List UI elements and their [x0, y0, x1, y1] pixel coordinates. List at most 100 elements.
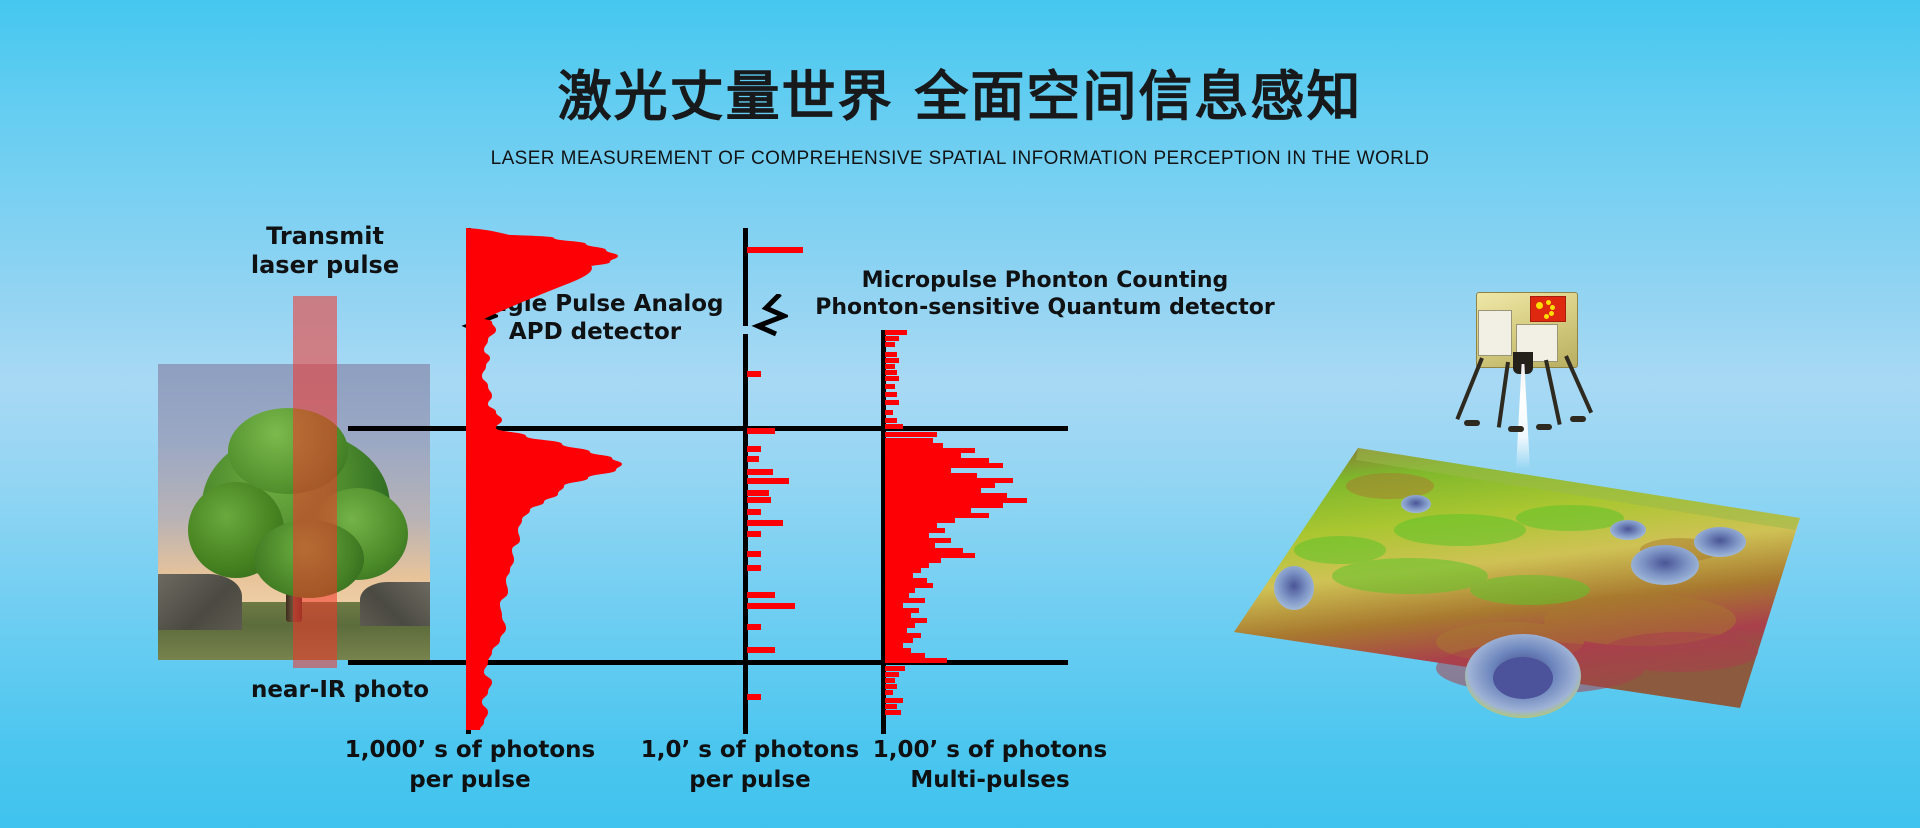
lander-foot: [1508, 426, 1524, 432]
photon-bar: [885, 513, 989, 518]
axis-panel2-upper: [743, 228, 748, 326]
photon-bar: [885, 672, 899, 677]
photon-bar: [747, 428, 775, 434]
photon-bar: [885, 553, 975, 558]
page-title: 激光丈量世界 全面空间信息感知: [557, 65, 1363, 128]
photon-bar: [747, 490, 769, 496]
page-subtitle: LASER MEASUREMENT OF COMPREHENSIVE SPATI…: [490, 148, 1430, 169]
photon-bar: [885, 628, 907, 633]
photon-bar: [885, 358, 899, 363]
axis-break-zigzag-panel2: [751, 294, 788, 337]
photon-bar: [885, 583, 933, 588]
photon-bar: [885, 342, 895, 347]
photon-bar: [885, 543, 935, 548]
photon-bar: [885, 473, 977, 478]
photon-bar: [885, 483, 995, 488]
photon-bar: [885, 698, 903, 703]
photon-bar: [885, 458, 989, 463]
lidar-terrain-model: [1234, 448, 1800, 718]
lander-foot: [1570, 416, 1586, 422]
photon-bar: [747, 478, 789, 484]
photon-bar: [885, 376, 899, 381]
photon-bar: [885, 623, 915, 628]
photon-bar: [747, 603, 795, 609]
photon-bar: [885, 598, 925, 603]
photon-bar: [885, 370, 897, 375]
lander-engine-nozzle: [1513, 352, 1533, 374]
photon-bar: [885, 364, 895, 369]
photon-bar: [747, 694, 761, 700]
photon-bar: [885, 578, 927, 583]
photon-bar: [885, 704, 897, 709]
photon-bar: [747, 497, 771, 503]
photon-bar: [885, 690, 893, 695]
lander-foot: [1536, 424, 1552, 430]
photon-bar: [885, 538, 951, 543]
photon-bar: [885, 684, 897, 689]
photon-bar: [885, 710, 901, 715]
caption-panel3: 1,00’ s of photons Multi-pulses: [872, 737, 1108, 793]
photon-bar: [885, 548, 963, 553]
photon-bar: [885, 558, 941, 563]
photon-bar: [747, 371, 761, 377]
photon-bar: [885, 518, 955, 523]
photon-bar: [747, 469, 773, 475]
photon-bar: [885, 678, 895, 683]
photon-bar: [885, 478, 1013, 483]
apd-detector-label: Single Pulse Analog APD detector: [466, 291, 724, 346]
caption-panel1: 1,000’ s of photons per pulse: [344, 737, 596, 793]
photon-bar: [747, 509, 761, 515]
photon-bar: [885, 568, 921, 573]
photon-bar: [885, 498, 1027, 503]
photon-bar: [885, 523, 937, 528]
photon-bar: [885, 613, 911, 618]
photon-bar: [885, 336, 899, 341]
photon-bar: [885, 648, 911, 653]
photon-bar: [885, 588, 915, 593]
lander-leg: [1455, 357, 1484, 420]
china-flag-icon: [1530, 296, 1566, 322]
photo-stone-wall-left: [158, 574, 242, 630]
transmit-laser-pulse-label: Transmit laser pulse: [250, 222, 400, 280]
photon-bar: [885, 468, 951, 473]
photon-bar: [747, 565, 761, 571]
axis-panel3: [881, 330, 886, 734]
photon-bar: [885, 503, 1003, 508]
photon-bar: [747, 531, 761, 537]
photon-bar: [747, 520, 783, 526]
photon-bar: [885, 453, 961, 458]
photon-bar: [885, 463, 1003, 468]
axis-panel2-lower: [743, 334, 748, 734]
photon-bar: [885, 352, 897, 357]
lander-leg: [1544, 359, 1562, 425]
photon-count-bars-panel2: [747, 0, 907, 828]
photon-bar: [885, 418, 897, 423]
photon-bar: [747, 247, 803, 253]
analog-waveform-panel1: [466, 232, 622, 730]
photon-count-bars-panel3: [885, 0, 1105, 828]
ground-reference-line: [348, 660, 1068, 665]
lander-foot: [1464, 420, 1480, 426]
caption-panel2: 1,0’ s of photons per pulse: [640, 737, 860, 793]
photon-bar: [885, 593, 909, 598]
photon-bar: [747, 647, 775, 653]
photon-bar: [885, 392, 897, 397]
photon-bar: [885, 618, 927, 623]
photon-bar: [747, 624, 761, 630]
photon-bar: [885, 488, 981, 493]
lander-leg: [1564, 355, 1594, 414]
photon-bar: [747, 446, 761, 452]
photon-bar: [885, 438, 933, 443]
lunar-lander: [1455, 280, 1594, 469]
photo-stone-wall-right: [360, 582, 430, 626]
lander-leg: [1496, 361, 1510, 428]
photon-bar: [885, 633, 921, 638]
photon-bar: [885, 603, 903, 608]
engine-plume: [1516, 364, 1530, 469]
photon-bar: [885, 658, 947, 663]
photon-bar: [885, 528, 945, 533]
photon-bar: [885, 493, 1007, 498]
photon-bar: [885, 432, 937, 437]
photon-bar: [885, 400, 899, 405]
photon-bar: [885, 638, 913, 643]
